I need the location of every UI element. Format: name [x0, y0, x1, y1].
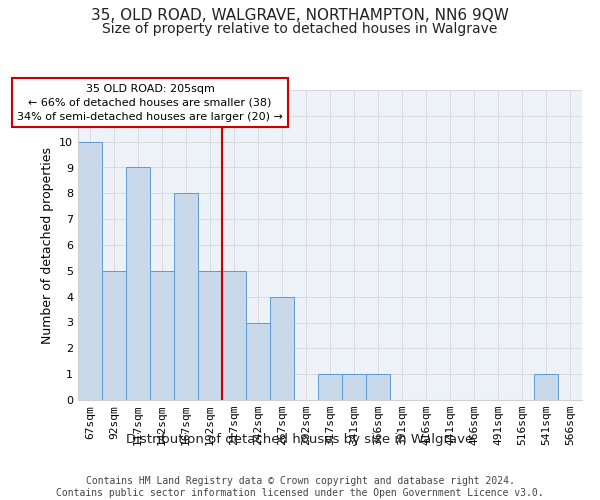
Text: 35, OLD ROAD, WALGRAVE, NORTHAMPTON, NN6 9QW: 35, OLD ROAD, WALGRAVE, NORTHAMPTON, NN6…: [91, 8, 509, 22]
Bar: [318, 374, 342, 400]
Text: Contains HM Land Registry data © Crown copyright and database right 2024.
Contai: Contains HM Land Registry data © Crown c…: [56, 476, 544, 498]
Bar: [126, 168, 150, 400]
Bar: [222, 271, 246, 400]
Bar: [78, 142, 102, 400]
Text: Size of property relative to detached houses in Walgrave: Size of property relative to detached ho…: [103, 22, 497, 36]
Bar: [534, 374, 558, 400]
Y-axis label: Number of detached properties: Number of detached properties: [41, 146, 53, 344]
Bar: [366, 374, 390, 400]
Text: Distribution of detached houses by size in Walgrave: Distribution of detached houses by size …: [127, 432, 473, 446]
Bar: [270, 296, 294, 400]
Bar: [174, 194, 198, 400]
Text: 35 OLD ROAD: 205sqm
← 66% of detached houses are smaller (38)
34% of semi-detach: 35 OLD ROAD: 205sqm ← 66% of detached ho…: [17, 84, 283, 122]
Bar: [102, 271, 126, 400]
Bar: [150, 271, 174, 400]
Bar: [342, 374, 366, 400]
Bar: [198, 271, 222, 400]
Bar: [246, 322, 270, 400]
